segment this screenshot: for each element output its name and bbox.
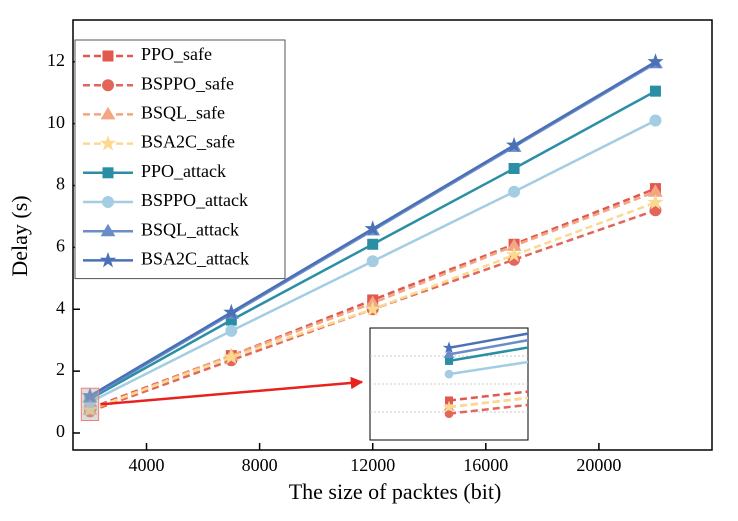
legend-marker [102, 167, 114, 179]
legend-label: BSPPO_attack [141, 190, 248, 210]
legend-label: PPO_safe [141, 44, 212, 64]
data-point [367, 238, 379, 250]
x-tick-label: 16000 [463, 455, 508, 475]
inset [370, 332, 528, 418]
data-point [505, 136, 523, 153]
legend-label: BSQL_safe [141, 103, 225, 123]
data-point [443, 348, 455, 359]
x-tick-label: 20000 [576, 455, 621, 475]
data-point [505, 246, 523, 263]
data-point [442, 341, 456, 353]
legend-marker [100, 106, 116, 120]
zoom-arrow [100, 376, 364, 406]
series-line [448, 332, 528, 350]
x-tick-label: 4000 [129, 455, 165, 475]
y-tick-label: 0 [56, 421, 65, 441]
data-point [364, 220, 381, 236]
y-axis-label: Delay (s) [7, 195, 32, 276]
y-tick-label: 10 [47, 112, 65, 132]
legend-marker [102, 196, 114, 208]
x-tick-label: 12000 [350, 455, 395, 475]
legend-label: BSQL_attack [141, 219, 239, 239]
data-point [649, 85, 661, 97]
legend-label: BSPPO_safe [141, 73, 234, 93]
legend-label: BSA2C_safe [141, 132, 235, 152]
series-line [448, 338, 528, 356]
data-point [442, 400, 456, 413]
data-point [364, 300, 381, 317]
legend-marker [102, 50, 114, 62]
data-point [81, 387, 99, 403]
legend-marker [100, 223, 116, 237]
data-point [223, 348, 240, 365]
data-point [647, 193, 664, 210]
data-point [366, 255, 379, 268]
data-point [647, 53, 664, 69]
x-tick-label: 8000 [242, 455, 278, 475]
y-tick-label: 4 [56, 297, 65, 317]
y-tick-label: 8 [56, 174, 65, 194]
legend-label: PPO_attack [141, 161, 226, 181]
data-point [81, 401, 99, 417]
series-line [448, 360, 528, 376]
data-point [508, 162, 520, 174]
legend-marker [102, 79, 114, 92]
legend-marker [99, 251, 117, 268]
y-tick-label: 12 [47, 50, 65, 70]
zoom-box [80, 387, 100, 422]
data-point [445, 356, 453, 365]
data-point [649, 114, 662, 127]
x-axis-label: The size of packtes (bit) [289, 479, 502, 504]
data-point [444, 369, 454, 379]
data-point [225, 324, 238, 337]
legend-label: BSA2C_attack [141, 249, 249, 269]
data-point [508, 185, 521, 198]
legend-marker [99, 135, 117, 151]
plot-frame [72, 19, 713, 451]
y-tick-label: 2 [56, 359, 65, 379]
data-point [223, 303, 240, 320]
y-tick-label: 6 [56, 235, 65, 255]
